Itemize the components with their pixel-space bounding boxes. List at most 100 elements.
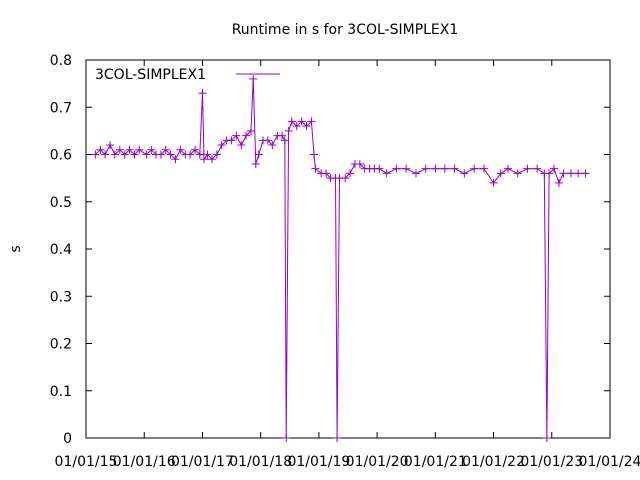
data-point <box>278 131 287 140</box>
data-point <box>199 155 208 164</box>
data-point <box>203 150 212 159</box>
x-tick-label: 01/01/17 <box>171 454 234 470</box>
data-point <box>268 141 277 150</box>
data-point <box>106 141 115 150</box>
data-point <box>392 164 401 173</box>
data-point <box>440 164 449 173</box>
data-point <box>574 169 583 178</box>
data-point <box>503 164 512 173</box>
data-point <box>110 150 119 159</box>
x-tick-label: 01/01/15 <box>55 454 118 470</box>
data-point <box>470 164 479 173</box>
data-point <box>263 136 272 145</box>
y-axis-label: s <box>8 245 24 252</box>
data-point <box>217 141 226 150</box>
data-point <box>176 145 185 154</box>
data-point <box>195 150 204 159</box>
data-point <box>496 169 505 178</box>
data-point <box>322 169 331 178</box>
x-tick-label: 01/01/23 <box>520 454 583 470</box>
data-point <box>431 164 440 173</box>
data-point <box>280 136 289 145</box>
y-tick-label: 0.6 <box>50 148 72 164</box>
data-point <box>96 145 105 154</box>
data-point <box>479 164 488 173</box>
data-point <box>232 131 241 140</box>
data-point <box>421 164 430 173</box>
x-tick-label: 01/01/19 <box>287 454 350 470</box>
data-point <box>302 122 311 131</box>
data-point <box>212 150 221 159</box>
y-tick-label: 0.1 <box>50 384 72 400</box>
data-point <box>411 169 420 178</box>
data-point <box>130 150 139 159</box>
x-tick-label: 01/01/24 <box>579 454 640 470</box>
data-point <box>375 164 384 173</box>
data-point <box>254 150 263 159</box>
y-tick-label: 0.7 <box>50 100 72 116</box>
x-tick-label: 01/01/20 <box>346 454 409 470</box>
data-point <box>186 150 195 159</box>
data-point <box>523 164 532 173</box>
data-point <box>242 131 251 140</box>
data-point <box>249 74 258 83</box>
data-point <box>284 126 293 135</box>
data-point <box>142 150 151 159</box>
data-point <box>292 122 301 131</box>
data-point <box>554 178 563 187</box>
x-tick-label: 01/01/21 <box>404 454 467 470</box>
data-point <box>120 150 129 159</box>
x-tick-label: 01/01/18 <box>229 454 292 470</box>
data-point <box>550 164 559 173</box>
data-point <box>147 145 156 154</box>
data-point <box>309 150 318 159</box>
y-tick-label: 0.4 <box>50 242 72 258</box>
legend: 3COL-SIMPLEX1 <box>95 67 280 83</box>
data-point <box>542 434 551 442</box>
data-point <box>341 174 350 183</box>
data-point <box>460 169 469 178</box>
data-point <box>198 89 207 98</box>
data-point <box>297 117 306 126</box>
data-point <box>355 159 364 168</box>
data-point <box>227 136 236 145</box>
y-tick-label: 0 <box>63 431 72 447</box>
x-axis: 01/01/1501/01/1601/01/1701/01/1801/01/19… <box>55 60 640 470</box>
data-point <box>333 434 342 442</box>
data-point <box>101 150 110 159</box>
chart-title: Runtime in s for 3COL-SIMPLEX1 <box>232 22 459 38</box>
data-point <box>115 145 124 154</box>
data-point <box>166 150 175 159</box>
x-tick-label: 01/01/22 <box>462 454 525 470</box>
data-point <box>345 169 354 178</box>
x-tick-label: 01/01/16 <box>113 454 176 470</box>
data-point <box>402 164 411 173</box>
data-point <box>307 117 316 126</box>
data-point <box>161 145 170 154</box>
data-point <box>237 141 246 150</box>
plot-frame <box>85 59 611 439</box>
y-axis: 0 0.1 0.2 0.3 0.4 0.5 0.6 0.7 0.8 <box>50 53 610 447</box>
y-tick-label: 0.5 <box>50 195 72 211</box>
data-point <box>156 150 165 159</box>
data-point <box>282 434 291 442</box>
data-point <box>191 145 200 154</box>
data-point <box>450 164 459 173</box>
legend-label: 3COL-SIMPLEX1 <box>95 67 206 83</box>
y-tick-label: 0.3 <box>50 289 72 305</box>
data-point <box>513 169 522 178</box>
data-point <box>135 145 144 154</box>
data-point <box>125 145 134 154</box>
data-point <box>489 178 498 187</box>
data-point <box>311 164 320 173</box>
series-group <box>91 74 590 442</box>
data-point <box>171 155 180 164</box>
data-point <box>566 169 575 178</box>
data-point <box>91 150 100 159</box>
series-line <box>95 78 586 439</box>
y-tick-label: 0.2 <box>50 337 72 353</box>
data-point <box>559 169 568 178</box>
y-tick-label: 0.8 <box>50 53 72 69</box>
data-point <box>545 169 554 178</box>
